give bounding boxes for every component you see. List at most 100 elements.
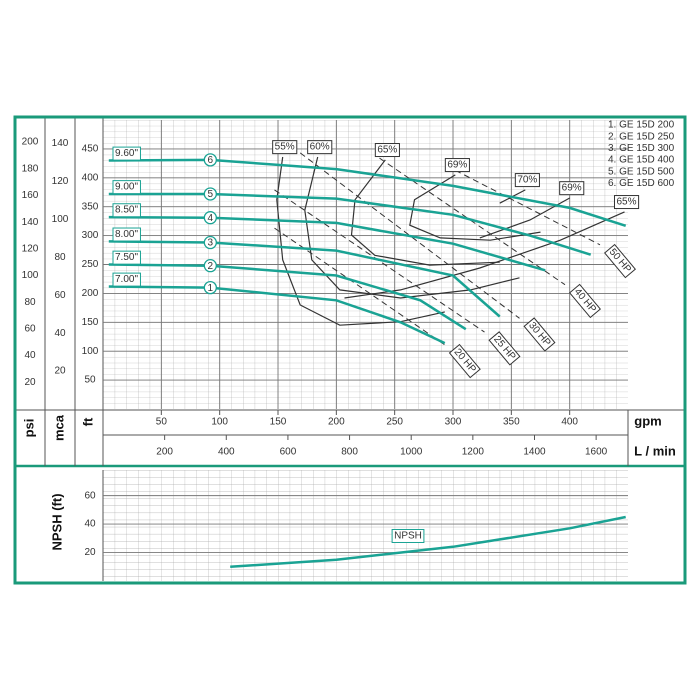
curve-marker: [203, 259, 217, 273]
curve-marker: [203, 211, 217, 225]
y2-tick-label: 60: [54, 290, 66, 301]
y-tick-label: 200: [82, 288, 99, 299]
y3-tick-label: 140: [22, 217, 39, 228]
x2-tick-label: 1400: [523, 447, 546, 458]
minor-grid: [103, 470, 628, 581]
y2-tick-label: 140: [52, 138, 69, 149]
y-tick-label: 60: [84, 490, 96, 501]
x2-tick-label: 600: [280, 447, 297, 458]
x-tick-label: 100: [211, 417, 228, 428]
efficiency-label: 65%: [377, 145, 397, 156]
y-tick-label: 150: [82, 317, 99, 328]
y-tick-label: 40: [84, 519, 96, 530]
label-box: [272, 140, 298, 155]
label-box: [374, 143, 400, 158]
head-curve: [108, 240, 501, 318]
y3-tick-label: 60: [24, 324, 36, 335]
legend-entry: 5. GE 15D 500: [608, 166, 675, 177]
y-tick-label: 400: [82, 172, 99, 183]
y2-tick-label: 40: [54, 328, 66, 339]
legend-entry: 4. GE 15D 400: [608, 155, 675, 166]
head-curve: [108, 158, 627, 227]
curve-marker-text: 3: [208, 238, 214, 249]
x-tick-label: 350: [503, 417, 520, 428]
legend-entry: 1. GE 15D 200: [608, 120, 675, 131]
power-line: [455, 169, 601, 246]
y3-tick-label: 20: [24, 377, 36, 388]
axis-title: ft: [80, 417, 95, 426]
y3-tick-label: 200: [22, 137, 39, 148]
head-curve: [108, 192, 592, 256]
curve-marker-text: 2: [208, 261, 214, 272]
curve-marker: [203, 280, 217, 295]
label-box: [514, 173, 540, 188]
label-box: [112, 272, 141, 287]
label-box: [112, 227, 141, 242]
y-tick-label: 20: [84, 547, 96, 558]
head-curve: [108, 263, 467, 331]
curve-marker-text: 5: [208, 189, 214, 200]
y3-tick-label: 120: [22, 243, 39, 254]
impeller-label: 9.60": [115, 148, 138, 159]
legend-entry: 6. GE 15D 600: [608, 178, 675, 189]
x-tick-label: 200: [328, 417, 345, 428]
x-tick-label: 400: [561, 417, 578, 428]
axis-title: gpm: [634, 413, 661, 428]
efficiency-label: 65%: [616, 197, 636, 208]
y2-tick-label: 120: [52, 176, 69, 187]
efficiency-label: 55%: [275, 142, 295, 153]
label-box: [559, 181, 585, 196]
y2-tick-label: 80: [54, 252, 66, 263]
y2-tick-label: 20: [54, 366, 66, 377]
power-line: [299, 152, 520, 319]
label-box: [307, 140, 333, 155]
curve-marker: [203, 153, 217, 167]
head-curve: [108, 215, 546, 272]
label-box: [523, 317, 556, 352]
curve-marker: [203, 235, 217, 250]
label-box: [603, 243, 637, 279]
x2-tick-label: 400: [218, 447, 235, 458]
npsh-label: NPSH: [394, 530, 422, 541]
label-box: [613, 195, 640, 210]
y-tick-label: 250: [82, 259, 99, 270]
x2-tick-label: 800: [341, 447, 358, 458]
legend-entry: 2. GE 15D 250: [608, 131, 675, 142]
efficiency-curve: [350, 159, 500, 266]
curve-marker: [203, 187, 217, 201]
label-box: [444, 158, 470, 173]
label-box: [112, 146, 141, 161]
y-tick-label: 300: [82, 230, 99, 241]
npsh-curve: [230, 515, 626, 569]
power-line: [274, 189, 485, 333]
y3-tick-label: 180: [22, 163, 39, 174]
efficiency-label: 69%: [447, 160, 467, 171]
impeller-label: 7.50": [115, 252, 138, 263]
curve-marker-text: 6: [208, 155, 214, 166]
axis-title: mca: [51, 414, 66, 441]
label-box: [112, 250, 141, 265]
axis-title: L / min: [634, 443, 676, 458]
label-box: [448, 343, 481, 379]
y-tick-label: 350: [82, 201, 99, 212]
x-tick-label: 250: [386, 417, 403, 428]
x2-tick-label: 1600: [585, 447, 608, 458]
y3-tick-label: 40: [24, 350, 36, 361]
x2-tick-label: 1200: [462, 447, 485, 458]
efficiency-label: 60%: [310, 142, 330, 153]
x-tick-label: 300: [445, 417, 462, 428]
y2-tick-label: 100: [52, 214, 69, 225]
axis-title: psi: [21, 419, 36, 438]
efficiency-curve: [344, 211, 625, 299]
y3-tick-label: 80: [24, 297, 36, 308]
impeller-label: 9.00": [115, 182, 138, 193]
head-curve: [108, 285, 446, 345]
x-tick-label: 150: [270, 417, 287, 428]
frame-lines: [15, 118, 685, 581]
efficiency-label: 70%: [517, 175, 537, 186]
x2-tick-label: 1000: [400, 447, 423, 458]
label-box: [488, 331, 521, 366]
power-line: [379, 157, 566, 286]
legend-entry: 3. GE 15D 300: [608, 143, 675, 154]
x2-tick-label: 200: [156, 447, 173, 458]
